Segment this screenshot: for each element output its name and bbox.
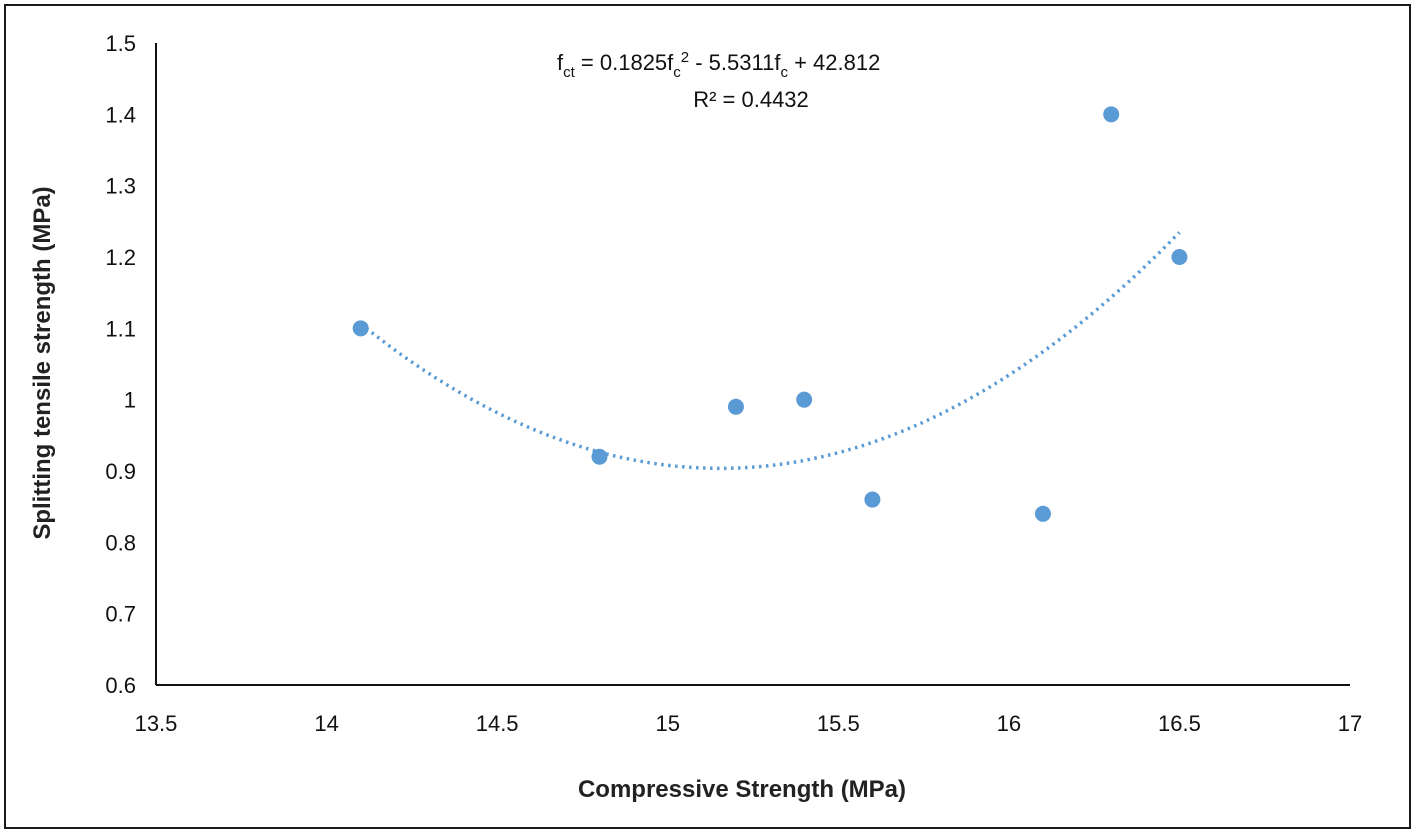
axes [155, 43, 1350, 686]
y-tick-label: 1.4 [105, 102, 136, 127]
data-point [864, 491, 881, 508]
y-tick-label: 0.9 [105, 459, 136, 484]
y-tick-labels: 0.6 0.7 0.8 0.9 1 1.1 1.2 1.3 1.4 1.5 [105, 31, 136, 698]
y-tick-label: 1 [124, 388, 136, 413]
data-points [352, 106, 1188, 522]
r-squared-label: R² = 0.4432 [693, 87, 809, 112]
y-tick-label: 1.3 [105, 174, 136, 199]
trendline-equation: fct = 0.1825fc2 - 5.5311fc + 42.812 [557, 49, 880, 81]
chart-frame [4, 4, 1411, 829]
data-point [1103, 106, 1120, 123]
data-point [1171, 249, 1188, 265]
data-point [796, 391, 813, 408]
y-tick-label: 1.5 [105, 31, 136, 56]
x-tick-label: 16.5 [1158, 711, 1201, 736]
y-tick-label: 0.8 [105, 530, 136, 555]
x-axis-title: Compressive Strength (MPa) [578, 776, 906, 803]
data-point [1034, 505, 1051, 522]
data-point [727, 398, 744, 415]
data-point [591, 448, 608, 465]
data-point [352, 320, 369, 337]
x-tick-label: 15.5 [817, 711, 860, 736]
x-tick-label: 14 [314, 711, 338, 736]
y-tick-label: 0.6 [105, 673, 136, 698]
x-tick-label: 13.5 [135, 711, 178, 736]
x-tick-label: 15 [655, 711, 679, 736]
x-tick-labels: 13.5 14 14.5 15 15.5 16 16.5 17 [135, 711, 1363, 736]
x-tick-label: 16 [997, 711, 1021, 736]
x-tick-label: 17 [1338, 711, 1362, 736]
x-tick-label: 14.5 [476, 711, 519, 736]
y-tick-label: 1.1 [105, 316, 136, 341]
y-tick-label: 1.2 [105, 245, 136, 270]
y-tick-label: 0.7 [105, 602, 136, 627]
polynomial-trendline [359, 231, 1181, 471]
y-axis-title: Splitting tensile strength (MPa) [29, 186, 56, 539]
